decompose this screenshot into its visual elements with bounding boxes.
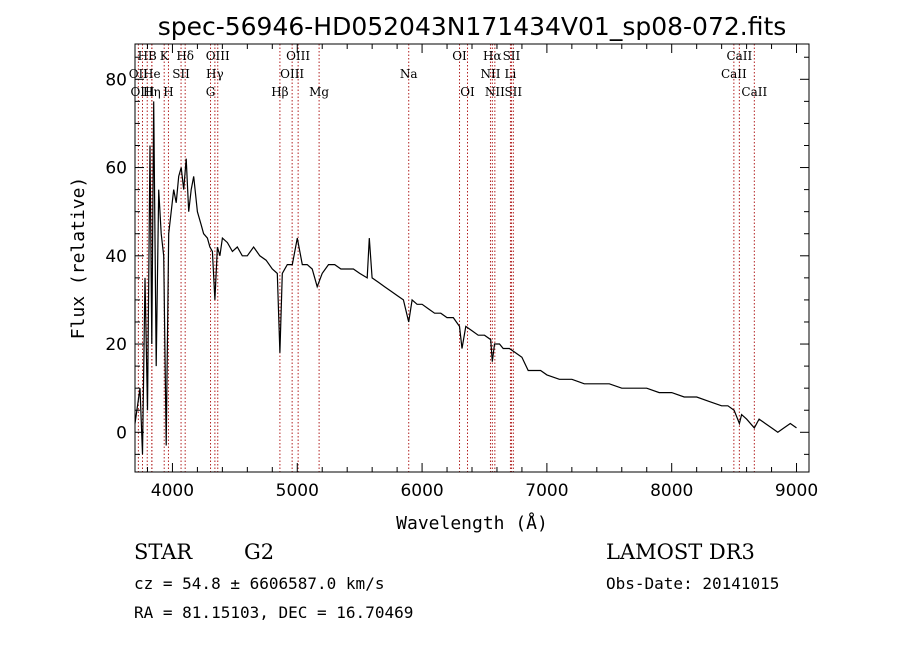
marker-label-25: CaII: [721, 67, 747, 81]
marker-label-7: H: [163, 85, 173, 99]
marker-label-13: OIII: [280, 67, 304, 81]
marker-label-12: Hβ: [271, 85, 288, 99]
x-tick-label: 7000: [525, 481, 568, 501]
object-class: STAR: [134, 540, 193, 564]
marker-label-24: SII: [504, 85, 522, 99]
marker-label-5: K: [160, 49, 170, 63]
marker-label-19: NII: [480, 67, 500, 81]
emission-line-markers: [137, 44, 755, 472]
marker-label-23: SII: [503, 49, 521, 63]
marker-label-20: Hα: [483, 49, 502, 63]
x-tick-label: 4000: [151, 481, 194, 501]
marker-label-6: SII: [172, 67, 190, 81]
marker-label-18: OI: [460, 85, 475, 99]
coordinates-text: RA = 81.15103, DEC = 16.70469: [134, 603, 414, 622]
marker-label-14: OIII: [286, 49, 310, 63]
marker-label-15: Mg: [309, 85, 329, 99]
x-tick-label: 5000: [276, 481, 319, 501]
y-tick-label: 40: [105, 247, 127, 267]
y-tick-label: 60: [105, 159, 127, 179]
x-axis-ticks: 4000 5000 6000 7000 8000 9000: [146, 44, 818, 501]
marker-label-26: CaII: [726, 49, 752, 63]
marker-label-3: He: [143, 67, 161, 81]
x-tick-label: 8000: [650, 481, 693, 501]
x-tick-label: 9000: [775, 481, 818, 501]
chart-title: spec-56946-HD052043N171434V01_sp08-072.f…: [158, 12, 787, 41]
redshift-text: cz = 54.8 ± 6606587.0 km/s: [134, 574, 385, 593]
marker-label-22: Li: [505, 67, 517, 81]
marker-label-8: Hδ: [176, 49, 194, 63]
y-tick-label: 20: [105, 335, 127, 355]
marker-label-21: NII: [485, 85, 505, 99]
marker-label-27: CaII: [741, 85, 767, 99]
marker-label-11: G: [206, 85, 216, 99]
y-tick-label: 0: [116, 423, 127, 443]
marker-label-10: Hγ: [206, 67, 224, 81]
marker-label-4: Hη: [143, 85, 161, 99]
y-tick-label: 80: [105, 70, 127, 90]
marker-label-2: OIII: [130, 85, 154, 99]
marker-label-0: HB: [138, 49, 157, 63]
marker-label-1: OII: [129, 67, 149, 81]
spectrum-line: [134, 101, 797, 455]
object-subclass: G2: [244, 540, 275, 564]
x-axis-label: Wavelength (Å): [396, 512, 548, 534]
plot-frame: [134, 43, 810, 473]
marker-label-9: OIII: [206, 49, 230, 63]
y-axis-ticks: 0 20 40 60 80: [105, 56, 809, 455]
marker-label-16: Na: [400, 67, 418, 81]
marker-label-17: OI: [452, 49, 467, 63]
survey-name: LAMOST DR3: [606, 540, 755, 564]
y-axis-label: Flux (relative): [68, 177, 89, 340]
obs-date-text: Obs-Date: 20141015: [606, 574, 780, 593]
x-tick-label: 6000: [400, 481, 443, 501]
